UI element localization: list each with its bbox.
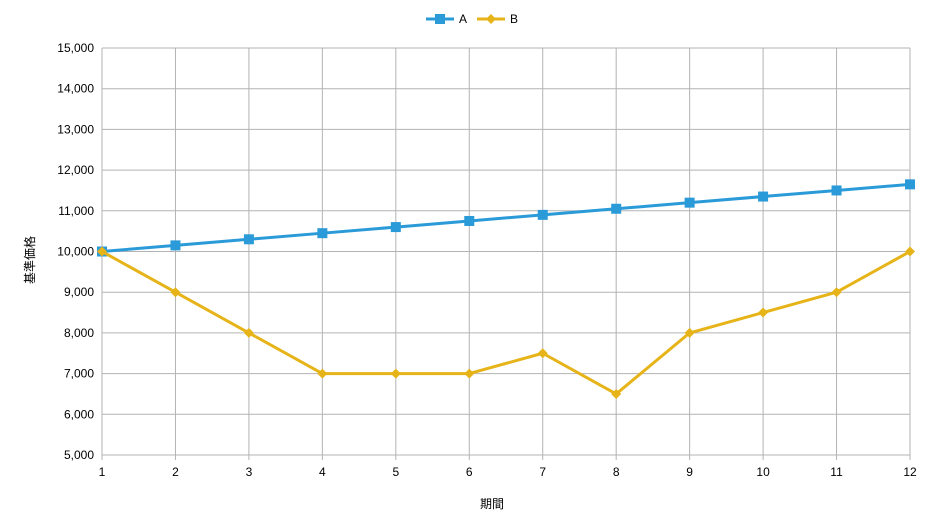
- y-tick-label: 5,000: [64, 448, 94, 462]
- data-point-A: [243, 234, 254, 245]
- x-tick-label: 5: [392, 465, 399, 479]
- data-point-A: [611, 203, 622, 214]
- grid: [101, 47, 911, 460]
- data-point-A: [684, 197, 695, 208]
- series-layer: [97, 179, 915, 399]
- data-point-A: [758, 191, 769, 202]
- legend-item-A: A: [426, 12, 467, 26]
- y-tick-label: 15,000: [57, 41, 94, 55]
- data-point-A: [464, 215, 475, 226]
- legend-item-B: B: [477, 12, 518, 26]
- series-line-A: [101, 182, 911, 253]
- data-point-B: [684, 327, 695, 338]
- y-tick-label: 7,000: [64, 367, 94, 381]
- y-tick-label: 8,000: [64, 326, 94, 340]
- y-axis-ticks: 5,000 6,000 7,000 8,000 9,000 10,000 11,000 12,…: [57, 41, 94, 462]
- legend-label-A: A: [459, 12, 467, 26]
- x-tick-label: 12: [903, 465, 917, 479]
- series-B: [97, 246, 915, 399]
- data-point-B: [758, 307, 769, 318]
- data-point-A: [390, 222, 401, 233]
- data-point-A: [170, 240, 181, 251]
- data-point-A: [317, 228, 328, 239]
- x-tick-label: 2: [172, 465, 179, 479]
- x-tick-label: 10: [756, 465, 770, 479]
- x-tick-label: 4: [319, 465, 326, 479]
- legend-marker-A: [435, 14, 445, 24]
- x-tick-label: 9: [686, 465, 693, 479]
- data-point-B: [611, 388, 622, 399]
- series-line-B: [101, 250, 911, 396]
- x-tick-label: 11: [830, 465, 843, 479]
- x-axis-ticks: 1 2 3 4 5 6 7 8 9 10 11 12: [99, 465, 917, 479]
- data-point-B: [537, 348, 548, 359]
- data-point-B: [390, 368, 401, 379]
- x-tick-label: 7: [539, 465, 546, 479]
- data-point-B: [831, 287, 842, 298]
- y-axis-label: 基準価格: [22, 236, 37, 284]
- data-point-A: [831, 185, 842, 196]
- x-tick-label: 6: [466, 465, 473, 479]
- data-point-B: [464, 368, 475, 379]
- x-tick-label: 3: [246, 465, 253, 479]
- data-point-B: [317, 368, 328, 379]
- legend-label-B: B: [510, 12, 518, 26]
- x-tick-label: 1: [99, 465, 106, 479]
- legend-marker-B: [486, 14, 496, 24]
- y-tick-label: 14,000: [57, 82, 94, 96]
- series-A: [97, 179, 915, 257]
- data-point-A: [537, 209, 548, 220]
- y-tick-label: 13,000: [57, 122, 94, 136]
- data-point-B: [243, 327, 254, 338]
- y-tick-label: 12,000: [57, 163, 94, 177]
- y-tick-label: 10,000: [57, 245, 94, 259]
- data-point-B: [170, 287, 181, 298]
- data-point-A: [905, 179, 915, 190]
- x-axis-label: 期間: [480, 497, 504, 511]
- y-tick-label: 11,000: [58, 204, 94, 218]
- y-tick-label: 6,000: [64, 407, 94, 421]
- data-point-B: [905, 246, 915, 257]
- x-tick-label: 8: [613, 465, 620, 479]
- y-tick-label: 9,000: [64, 285, 94, 299]
- data-point-B: [97, 246, 107, 257]
